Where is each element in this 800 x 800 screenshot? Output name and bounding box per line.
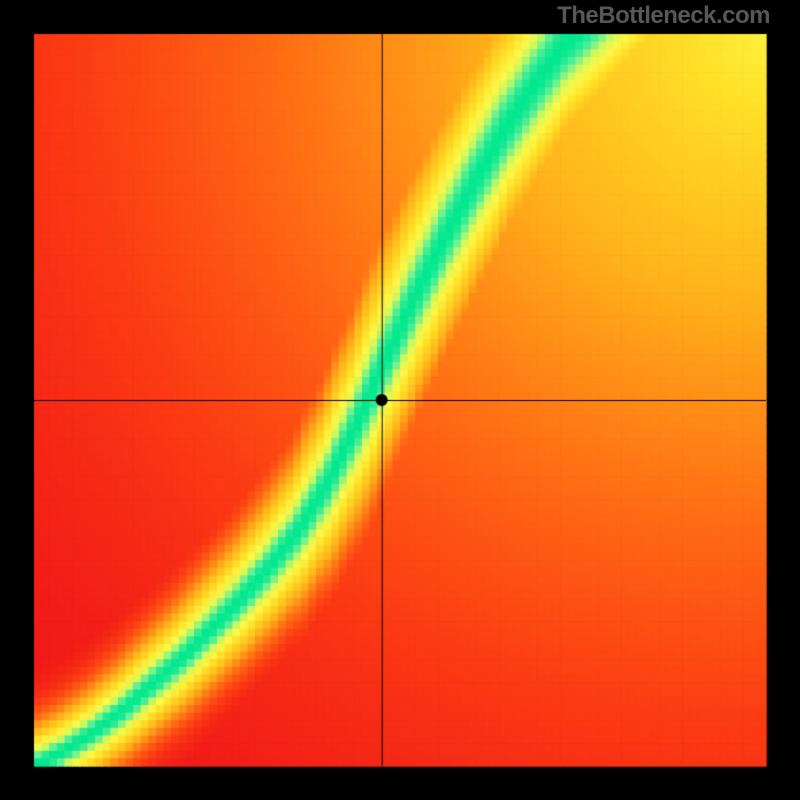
watermark-text: TheBottleneck.com [557,2,770,30]
chart-container: TheBottleneck.com [0,0,800,800]
bottleneck-heatmap [0,0,800,800]
